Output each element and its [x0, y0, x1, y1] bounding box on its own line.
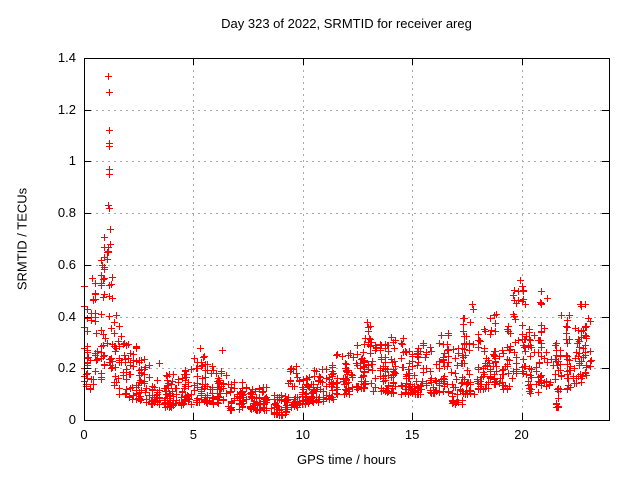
- y-tick-label: 1: [68, 153, 76, 169]
- y-tick-label: 0.4: [57, 308, 76, 324]
- y-tick-label: 1.4: [57, 50, 76, 65]
- plot-border: [84, 58, 610, 421]
- y-tick-label: 0.6: [57, 256, 76, 272]
- x-tick-label: 0: [80, 427, 88, 442]
- x-tick-label: 10: [295, 427, 310, 442]
- x-tick-label: 5: [189, 427, 197, 442]
- scatter-points-srmtid: [81, 73, 595, 419]
- y-tick-label: 0: [68, 412, 76, 427]
- y-tick-label: 0.8: [57, 205, 76, 221]
- x-axis-label: GPS time / hours: [297, 452, 396, 467]
- y-tick-label: 0.2: [57, 360, 76, 376]
- y-tick-label: 1.2: [57, 101, 76, 117]
- x-tick-label: 15: [404, 427, 420, 442]
- chart-title: Day 323 of 2022, SRMTID for receiver are…: [221, 16, 472, 31]
- x-tick-label: 20: [514, 427, 529, 442]
